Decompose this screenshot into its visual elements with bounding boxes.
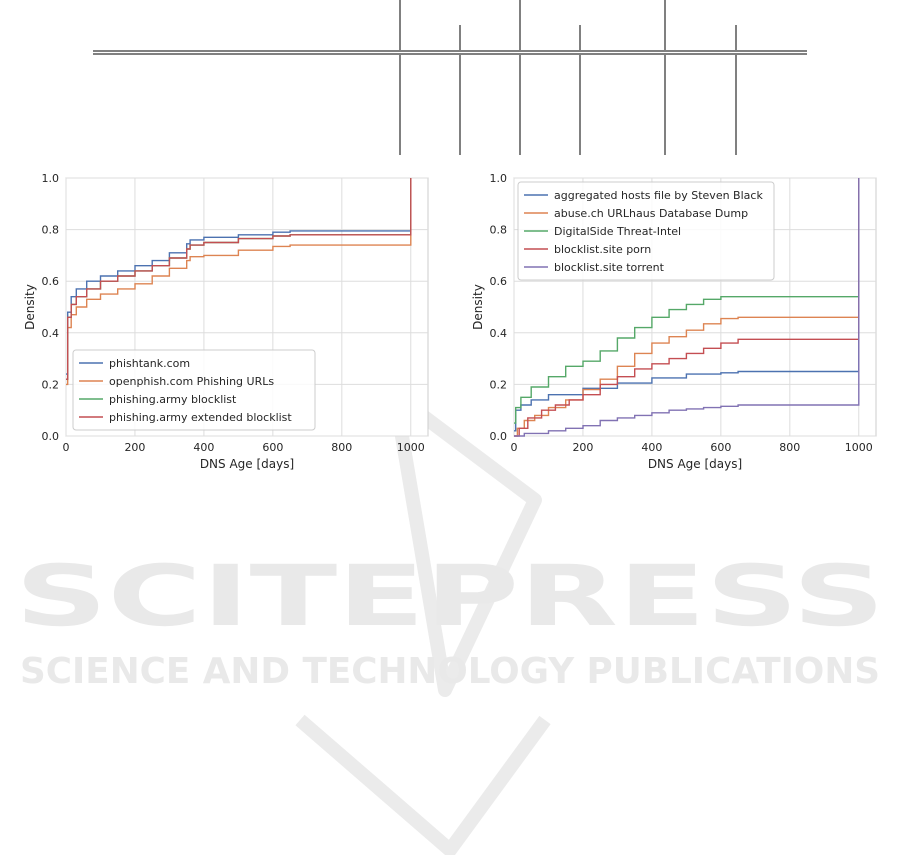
x-axis-label: DNS Age [days] (200, 457, 294, 471)
series-line-4 (514, 178, 860, 437)
legend-label: openphish.com Phishing URLs (109, 375, 274, 388)
y-tick-label: 0.8 (490, 224, 508, 237)
x-tick-label: 200 (572, 441, 593, 454)
y-tick-label: 0.6 (490, 275, 508, 288)
series-line-1 (66, 178, 412, 375)
x-tick-label: 1000 (845, 441, 873, 454)
x-tick-label: 600 (710, 441, 731, 454)
legend: aggregated hosts file by Steven Black abu… (517, 181, 775, 281)
y-tick-label: 0.0 (490, 430, 508, 443)
y-tick-label: 0.4 (490, 327, 508, 340)
x-tick-label: 400 (193, 441, 214, 454)
table-rules (93, 0, 807, 155)
legend-label: abuse.ch URLhaus Database Dump (554, 207, 748, 220)
series-line-1 (514, 178, 860, 432)
legend-label: phishing.army blocklist (109, 393, 237, 406)
watermark-title: SCITEPRESS (15, 547, 885, 645)
x-axis-label: DNS Age [days] (648, 457, 742, 471)
x-tick-label: 400 (641, 441, 662, 454)
y-tick-label: 0.2 (490, 378, 508, 391)
watermark-subtitle: SCIENCE AND TECHNOLOGY PUBLICATIONS (20, 651, 880, 692)
chart-right-svg: 0.0 0.2 0.4 0.6 0.8 1.0 0 200 400 600 800 1000 DNS A… (471, 172, 877, 471)
x-tick-label: 200 (124, 441, 145, 454)
legend-label: phishing.army extended blocklist (109, 411, 292, 424)
y-tick-label: 0.2 (42, 378, 60, 391)
legend-label: aggregated hosts file by Steven Black (554, 189, 763, 202)
series-line-4 (66, 178, 412, 380)
y-tick-label: 0.0 (42, 430, 60, 443)
chart-left-svg: 0.0 0.2 0.4 0.6 0.8 1.0 0 200 400 600 800 1000 DNS A… (23, 172, 429, 471)
x-tick-label: 1000 (397, 441, 425, 454)
y-tick-label: 0.8 (42, 224, 60, 237)
x-tick-label: 0 (511, 441, 518, 454)
legend-frame (517, 181, 775, 281)
y-axis-label: Density (471, 284, 485, 330)
legend-label: blocklist.site porn (554, 243, 651, 256)
series-line-2 (514, 178, 860, 437)
legend-label: blocklist.site torrent (554, 261, 665, 274)
legend-label: DigitalSide Threat-Intel (554, 225, 681, 238)
y-axis-label: Density (23, 284, 37, 330)
y-tick-label: 1.0 (490, 172, 508, 185)
series-line-5 (514, 178, 860, 437)
y-tick-label: 0.6 (42, 275, 60, 288)
y-tick-label: 1.0 (42, 172, 60, 185)
series-line-2 (66, 178, 412, 386)
legend-frame (72, 349, 316, 431)
x-tick-label: 800 (779, 441, 800, 454)
x-tick-label: 600 (262, 441, 283, 454)
chart-left: 0.0 0.2 0.4 0.6 0.8 1.0 0 200 400 600 800 1000 DNS A… (10, 160, 440, 485)
chart-right: 0.0 0.2 0.4 0.6 0.8 1.0 0 200 400 600 800 1000 DNS A… (458, 160, 888, 485)
legend-label: phishtank.com (109, 357, 190, 370)
x-tick-label: 800 (331, 441, 352, 454)
x-tick-label: 0 (63, 441, 70, 454)
y-tick-label: 0.4 (42, 327, 60, 340)
legend: phishtank.com openphish.com Phishing URLs… (72, 349, 316, 431)
series-line-3 (514, 178, 860, 424)
